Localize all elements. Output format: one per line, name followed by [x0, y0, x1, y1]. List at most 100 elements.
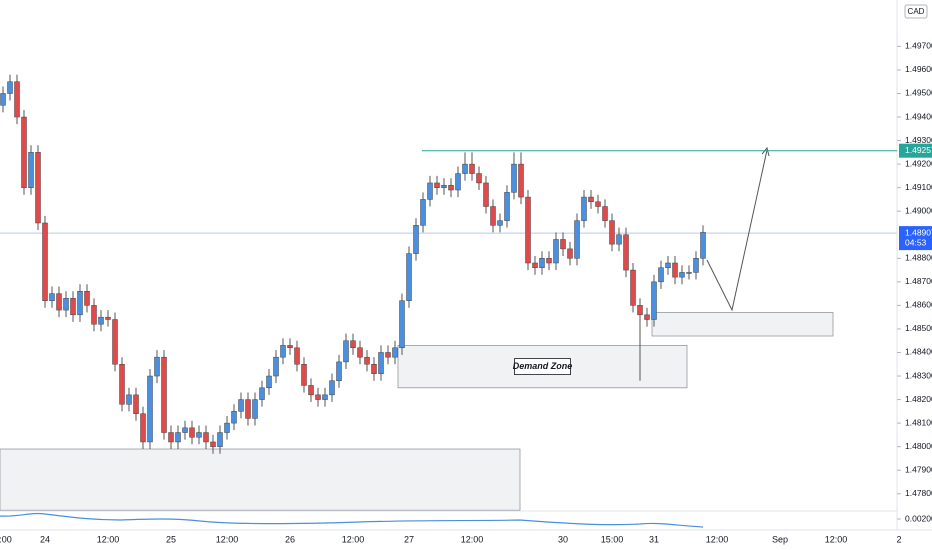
candle-body: [252, 399, 258, 419]
candle-body: [469, 163, 475, 174]
candle-body: [602, 206, 608, 221]
zones: Demand Zone: [0, 312, 834, 511]
y-tick-label: 1.49100: [905, 182, 932, 192]
x-tick-label: 12:00: [461, 534, 484, 544]
candle-body: [581, 196, 587, 221]
candle-body: [427, 182, 433, 200]
y-tick-label: 1.49500: [905, 88, 932, 98]
y-tick-label: 1.48700: [905, 276, 932, 286]
candle-body: [140, 413, 146, 443]
zone-label: Demand Zone: [513, 361, 573, 371]
candle-body: [420, 199, 426, 226]
candle-body: [371, 364, 377, 374]
candle-body: [413, 225, 419, 254]
candle-body: [308, 385, 314, 396]
candle-body: [259, 387, 265, 400]
y-tick-label: 1.49000: [905, 205, 932, 215]
candle-body: [644, 314, 650, 320]
candle-body: [511, 163, 517, 193]
candle-body: [525, 196, 531, 264]
candle-body: [651, 281, 657, 320]
x-tick-label: 12:00: [97, 534, 120, 544]
candle-body: [364, 356, 370, 365]
candle-body: [315, 394, 321, 400]
candle-body: [63, 298, 69, 311]
candle-body: [357, 347, 363, 358]
y-tick-label: 1.49400: [905, 111, 932, 121]
last-price-countdown: 04:53: [905, 237, 927, 247]
candle-body: [56, 293, 62, 311]
candle-body: [693, 258, 699, 273]
y-tick-label: 1.48400: [905, 347, 932, 357]
candle-body: [273, 356, 279, 377]
candle-body: [462, 163, 468, 174]
candle-body: [49, 293, 55, 301]
candle-body: [665, 262, 671, 268]
candle-body: [21, 116, 27, 188]
candle-body: [119, 364, 125, 405]
candle-body: [399, 300, 405, 349]
y-tick-label: 1.49200: [905, 158, 932, 168]
candle-body: [84, 291, 90, 306]
y-tick-label: 1.49600: [905, 64, 932, 74]
y-tick-label: 1.48300: [905, 370, 932, 380]
x-tick-label: 24: [40, 534, 50, 544]
candle-body: [266, 375, 272, 389]
x-tick-label: 30: [558, 534, 568, 544]
candle-body: [238, 399, 244, 412]
currency-badge[interactable]: [904, 4, 928, 19]
candle-body: [658, 267, 664, 283]
candle-body: [567, 248, 573, 259]
candle-body: [679, 272, 685, 278]
y-tick-label: 1.48100: [905, 417, 932, 427]
candle-body: [616, 234, 622, 245]
x-tick-label: 25: [166, 534, 176, 544]
x-tick-label: 26: [285, 534, 295, 544]
candle-body: [77, 291, 83, 316]
candle-body: [686, 272, 692, 274]
candle-body: [322, 394, 328, 400]
candle-body: [0, 93, 6, 106]
candle-body: [588, 196, 594, 203]
candle-body: [546, 258, 552, 264]
candle-body: [112, 319, 118, 365]
candle-body: [287, 345, 293, 349]
candle-body: [560, 239, 566, 250]
x-tick-label: 12:00: [342, 534, 365, 544]
candle-body: [630, 269, 636, 306]
candle-body: [42, 222, 48, 301]
candles: [0, 74, 897, 454]
candle-body: [294, 347, 300, 365]
candle-body: [623, 234, 629, 271]
candle-body: [700, 232, 706, 259]
candle-body: [182, 427, 188, 433]
candle-body: [343, 340, 349, 363]
candle-body: [532, 262, 538, 268]
candle-body: [483, 182, 489, 207]
price-line-badge: [899, 143, 932, 158]
candle-body: [406, 253, 412, 301]
candle-body: [336, 361, 342, 381]
candle-body: [385, 352, 391, 358]
candle-body: [490, 206, 496, 226]
candle-body: [203, 432, 209, 443]
x-tick-label: 12:00: [825, 534, 848, 544]
y-tick-label: 1.49300: [905, 135, 932, 145]
candle-body: [231, 411, 237, 424]
candle-body: [168, 432, 174, 443]
candle-body: [7, 81, 13, 94]
y-tick-label: 1.48600: [905, 300, 932, 310]
candle-body: [175, 432, 181, 443]
overlay: 1.49700 1.49600 1.49500 1.49400 1.49300 1.492…: [0, 41, 932, 544]
projection-arrow: [706, 149, 768, 312]
candle-body: [672, 262, 678, 278]
candle-body: [504, 192, 510, 221]
candle-body: [280, 345, 286, 358]
y-tick-label: 1.49700: [905, 41, 932, 51]
candle-body: [539, 258, 545, 268]
candle-body: [637, 305, 643, 316]
candle-body: [35, 152, 41, 224]
candle-body: [161, 356, 167, 433]
